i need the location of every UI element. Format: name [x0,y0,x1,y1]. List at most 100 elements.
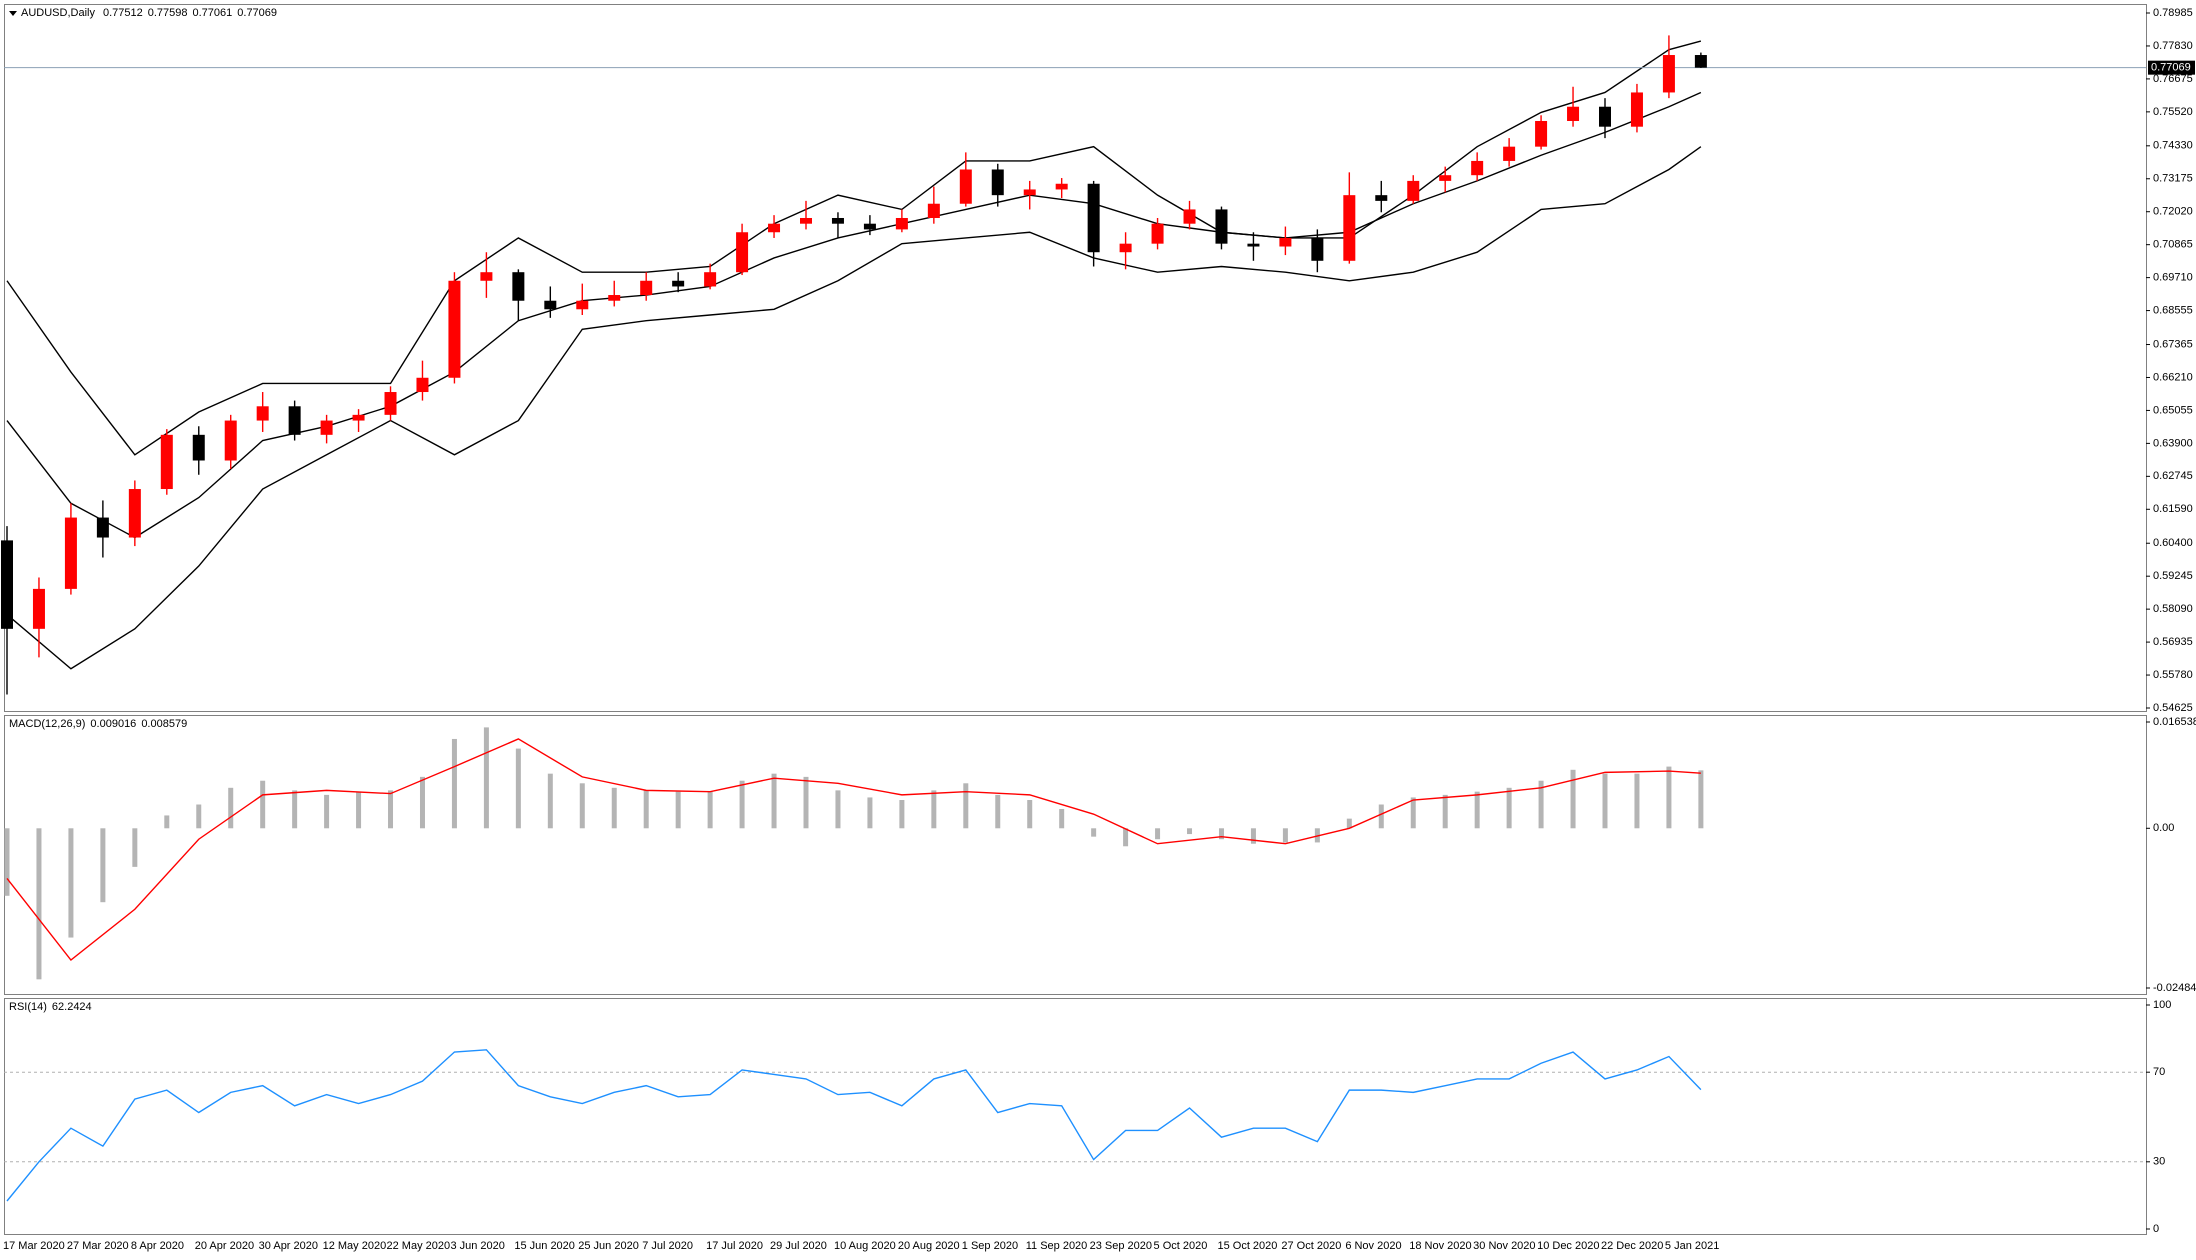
macd-histogram-bar [995,794,1001,829]
x-tick-label: 5 Oct 2020 [1154,1240,1208,1252]
macd-histogram-bar [579,783,585,829]
macd-histogram-bar [867,797,873,829]
menu-arrow[interactable] [9,11,17,16]
macd-histogram-bar [68,828,74,938]
x-tick-label: 25 Jun 2020 [578,1240,639,1252]
macd-histogram-bar [835,790,841,829]
y-tick-label: 0.63900 [2153,437,2193,449]
macd-histogram-bar [515,748,521,829]
macd-histogram-bar [1570,769,1576,829]
macd-histogram-bar [260,780,266,829]
macd-title: MACD(12,26,9) [9,718,85,730]
x-tick-label: 1 Sep 2020 [962,1240,1018,1252]
candle-body [1087,183,1100,253]
x-tick-label: 5 Jan 2021 [1665,1240,1719,1252]
candle-body [32,588,45,629]
x-tick-label: 29 Jul 2020 [770,1240,827,1252]
macd-histogram-bar [1602,773,1608,829]
x-tick-label: 27 Mar 2020 [67,1240,129,1252]
y-tick-label: 0.59245 [2153,570,2193,582]
candle-body [1119,243,1132,253]
x-tick-label: 22 Dec 2020 [1601,1240,1663,1252]
candle-body [704,272,717,287]
x-tick-label: 15 Oct 2020 [1217,1240,1277,1252]
candle-body [416,377,429,393]
macd-histogram-bar [547,773,553,829]
y-tick-label: 0.66210 [2153,371,2193,383]
macd-histogram-bar [228,787,234,829]
candle-body [672,280,685,287]
candle-body [1343,195,1356,261]
rsi-line [6,1049,1702,1202]
candle-body [544,300,557,310]
y-tick-label: 100 [2153,999,2171,1011]
candle-body [64,517,77,589]
macd-histogram-bar [1442,794,1448,829]
candle-body [1055,183,1068,190]
macd-histogram-bar [1538,780,1544,829]
macd-histogram-bar [132,828,138,867]
macd-histogram-bar [388,790,394,829]
candle-body [96,517,109,538]
x-tick-label: 7 Jul 2020 [642,1240,693,1252]
y-tick-label: 0.62745 [2153,470,2193,482]
y-tick-label: 0.55780 [2153,669,2193,681]
macd-main-value: 0.009016 [90,718,136,730]
y-tick-label: 0.70865 [2153,239,2193,251]
macd-histogram-bar [1123,828,1129,847]
macd-histogram-bar [1346,818,1352,829]
macd-histogram-bar [899,800,905,829]
macd-histogram-bar [707,791,713,829]
header-close: 0.77069 [237,7,277,19]
header-low: 0.77061 [193,7,233,19]
candle-body [863,223,876,230]
y-tick-label: 0.00 [2153,822,2174,834]
rsi-panel-frame [4,998,2147,1235]
macd-histogram-bar [1091,828,1097,837]
header-open: 0.77512 [103,7,143,19]
candle-body [1,540,13,629]
y-tick-label: 0.67365 [2153,338,2193,350]
macd-histogram-bar [1474,791,1480,829]
macd-signal-value: 0.008579 [141,718,187,730]
candle-body [640,280,653,296]
x-tick-label: 17 Jul 2020 [706,1240,763,1252]
macd-histogram-bar [1155,828,1161,840]
candle-body [1694,55,1707,68]
macd-histogram-bar [1666,766,1672,829]
candle-body [768,223,781,233]
candle-body [991,169,1004,196]
candle-body [1279,237,1292,247]
macd-histogram-bar [611,787,617,829]
candle-body [736,232,749,273]
x-tick-label: 22 May 2020 [387,1240,451,1252]
macd-histogram-bar [931,790,937,829]
macd-histogram-bar [739,780,745,829]
macd-histogram-bar [324,794,330,829]
macd-histogram-bar [803,776,809,829]
y-tick-label: 0.69710 [2153,272,2193,284]
candle-body [1151,223,1164,244]
rsi-title: RSI(14) [9,1001,47,1013]
x-tick-label: 30 Apr 2020 [259,1240,318,1252]
x-tick-label: 30 Nov 2020 [1473,1240,1535,1252]
macd-histogram-bar [771,773,777,829]
x-tick-label: 20 Apr 2020 [195,1240,254,1252]
y-tick-label: 0 [2153,1223,2159,1235]
y-tick-label: 0.74330 [2153,140,2193,152]
candle-body [1535,120,1548,147]
rsi-value: 62.2424 [52,1001,92,1013]
candle-body [1247,243,1260,247]
y-tick-label: 0.54625 [2153,702,2193,714]
candle-body [1630,92,1643,127]
macd-histogram-bar [1378,804,1384,829]
macd-histogram-bar [196,804,202,829]
x-tick-label: 12 May 2020 [323,1240,387,1252]
macd-histogram-bar [1698,770,1704,829]
x-tick-label: 17 Mar 2020 [3,1240,65,1252]
macd-histogram-bar [963,783,969,829]
y-tick-label: 0.56935 [2153,636,2193,648]
candle-body [1567,106,1580,121]
